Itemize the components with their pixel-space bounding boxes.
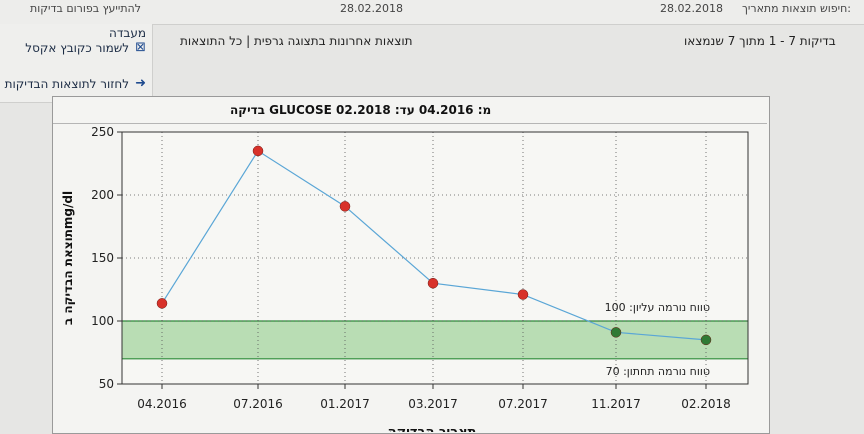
y-tick-label: 200 — [91, 188, 114, 202]
data-point[interactable] — [252, 145, 264, 157]
sidebar-item-export-excel[interactable]: לשמור כקובץ אקסל ⊠ — [25, 40, 146, 55]
normal-range-lower-label: טווח נורמה תחתון: 70 — [606, 365, 710, 378]
sidebar-item-label: לחזור לתוצאות הבדיקות — [4, 76, 130, 91]
x-tick-label: 07.2016 — [233, 397, 283, 411]
sidebar-item-label: לשמור כקובץ אקסל — [25, 40, 130, 55]
sidebar-item-lab[interactable]: מעבדה — [109, 26, 146, 40]
y-tick-label: 250 — [91, 125, 114, 139]
x-tick-label: 03.2017 — [408, 397, 458, 411]
x-tick-label: 04.2016 — [137, 397, 187, 411]
data-point[interactable] — [700, 334, 712, 346]
chart-title: בדיקה GLUCOSE מ: 04.2016 עד: 02.2018 — [230, 103, 492, 117]
x-axis-label: תאריך הבדיקה — [388, 425, 477, 432]
top-date-right: 28.02.2018 — [660, 2, 723, 15]
data-point[interactable] — [427, 277, 439, 289]
normal-range-upper-label: טווח נורמה עליון: 100 — [605, 301, 710, 314]
top-search-label: חיפוש תוצאות מתאריך: — [742, 2, 851, 15]
x-tick-label: 02.2018 — [681, 397, 731, 411]
excel-icon: ⊠ — [135, 40, 146, 55]
top-bar: להתייעץ בפורום בדיקות 28.02.2018 28.02.2… — [0, 0, 864, 25]
arrow-right-icon: ➜ — [135, 76, 146, 91]
top-date-mid: 28.02.2018 — [340, 2, 403, 15]
breadcrumb-results[interactable]: תוצאות אחרונות בתצוגה גרפית | כל התוצאות — [180, 34, 413, 48]
y-tick-label: 100 — [91, 314, 114, 328]
y-tick-label: 50 — [99, 377, 114, 391]
data-point[interactable] — [610, 327, 622, 338]
x-tick-label: 11.2017 — [591, 397, 641, 411]
sidebar-item-back[interactable]: לחזור לתוצאות הבדיקות ➜ — [5, 76, 146, 91]
y-tick-label: 150 — [91, 251, 114, 265]
x-tick-label: 07.2017 — [498, 397, 548, 411]
y-axis-label: תוצאת הבדיקה בmg/dl — [61, 191, 75, 325]
data-point[interactable] — [339, 201, 351, 212]
normal-range-band — [122, 321, 748, 359]
data-point[interactable] — [156, 298, 168, 309]
x-tick-label: 01.2017 — [320, 397, 370, 411]
data-point[interactable] — [517, 289, 529, 300]
chart-title-divider — [53, 123, 767, 124]
top-left-text[interactable]: להתייעץ בפורום בדיקות — [30, 2, 141, 15]
results-count: בדיקות 7 - 1 מתוך 7 שנמצאו — [684, 34, 836, 48]
